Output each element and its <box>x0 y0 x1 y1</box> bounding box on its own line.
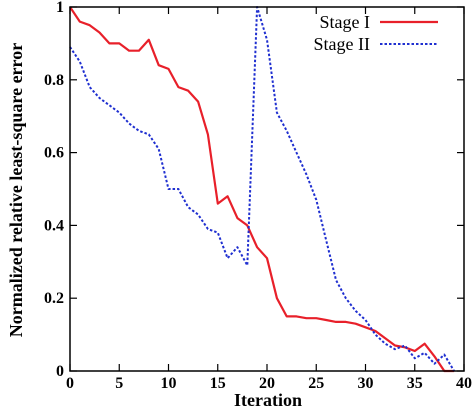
x-tick-label: 10 <box>161 375 177 392</box>
x-tick-label: 15 <box>210 375 226 392</box>
y-tick-label: 0.6 <box>44 145 64 162</box>
y-tick-label: 1 <box>56 0 64 16</box>
series-line-1 <box>69 6 455 373</box>
plot-background <box>70 7 464 371</box>
x-tick-label: 5 <box>115 375 123 392</box>
series-layer <box>69 6 455 373</box>
ticks-layer: 0 5 10 15 20 25 30 35 40 0 0.2 0.4 0.6 0.8 1 <box>44 0 472 392</box>
x-tick-label: 0 <box>66 375 74 392</box>
y-tick-label: 0.8 <box>44 72 64 89</box>
x-tick-label: 25 <box>308 375 324 392</box>
x-tick-label: 40 <box>456 375 472 392</box>
plot-area <box>70 7 464 371</box>
x-tick-label: 20 <box>259 375 275 392</box>
x-tick-label: 30 <box>358 375 374 392</box>
x-tick-label: 35 <box>407 375 423 392</box>
y-tick-label: 0.2 <box>44 290 64 307</box>
series-line-2 <box>69 6 455 372</box>
legend-label-1: Stage I <box>320 12 370 32</box>
y-tick-label: 0 <box>56 363 64 380</box>
y-tick-label: 0.4 <box>44 217 64 234</box>
y-axis-title: Normalized relative least-square error <box>6 43 26 337</box>
x-axis-title: Iteration <box>234 390 302 410</box>
legend-label-2: Stage II <box>314 34 370 54</box>
